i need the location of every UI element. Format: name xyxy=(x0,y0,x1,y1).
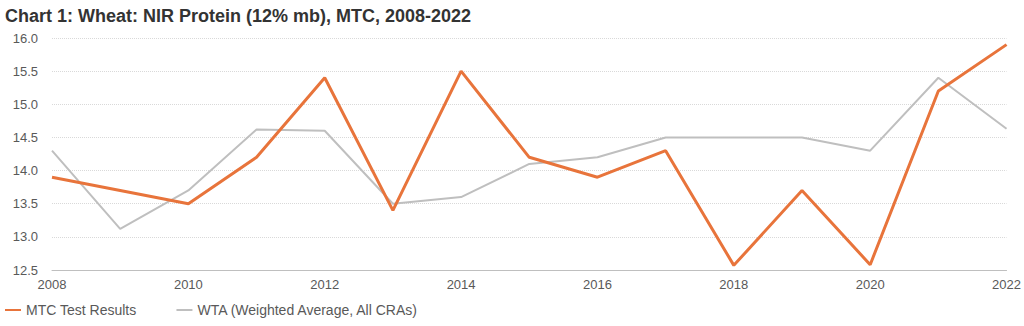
svg-text:2022: 2022 xyxy=(992,277,1021,292)
svg-text:2020: 2020 xyxy=(856,277,885,292)
svg-text:2014: 2014 xyxy=(447,277,476,292)
svg-text:14.0: 14.0 xyxy=(13,163,38,178)
svg-text:15.0: 15.0 xyxy=(13,97,38,112)
svg-text:16.0: 16.0 xyxy=(13,31,38,46)
svg-text:2018: 2018 xyxy=(719,277,748,292)
svg-text:2010: 2010 xyxy=(174,277,203,292)
svg-text:14.5: 14.5 xyxy=(13,130,38,145)
svg-text:13.5: 13.5 xyxy=(13,196,38,211)
svg-text:13.0: 13.0 xyxy=(13,229,38,244)
svg-text:12.5: 12.5 xyxy=(13,263,38,278)
svg-text:Chart 1: Wheat: NIR Protein (1: Chart 1: Wheat: NIR Protein (12% mb), MT… xyxy=(5,6,471,26)
svg-text:2008: 2008 xyxy=(38,277,67,292)
svg-text:2016: 2016 xyxy=(583,277,612,292)
svg-text:WTA (Weighted Average, All CRA: WTA (Weighted Average, All CRAs) xyxy=(197,302,416,318)
svg-text:15.5: 15.5 xyxy=(13,64,38,79)
svg-text:MTC Test Results: MTC Test Results xyxy=(26,302,136,318)
svg-text:2012: 2012 xyxy=(310,277,339,292)
